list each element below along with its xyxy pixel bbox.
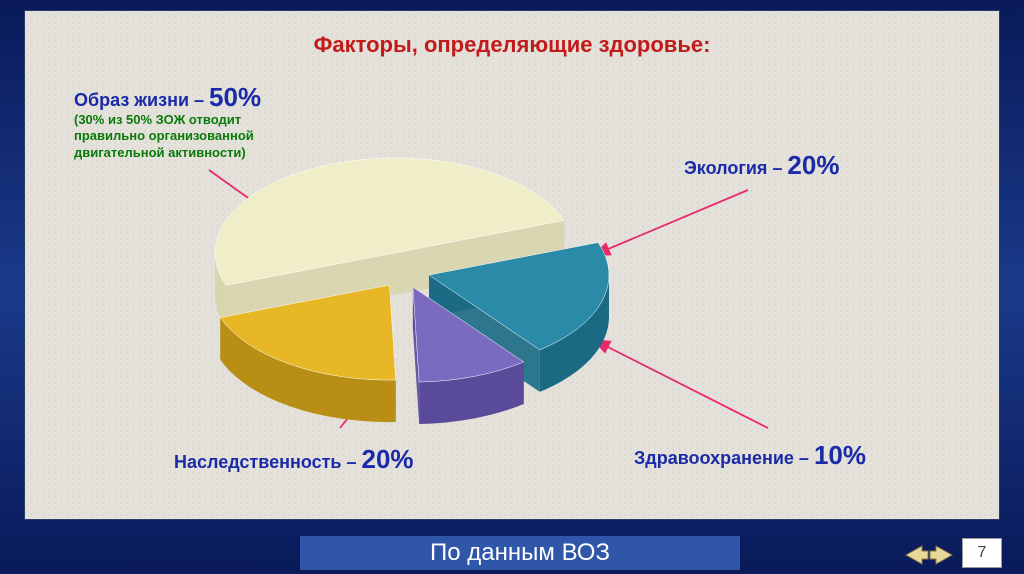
footer-source: По данным ВОЗ — [300, 536, 740, 570]
slide-canvas: Факторы, определяющие здоровье: Образ жи… — [24, 10, 1000, 520]
page-number: 7 — [962, 538, 1002, 568]
label-lifestyle: Образ жизни – 50% — [74, 82, 261, 113]
nav-arrows[interactable] — [904, 544, 954, 566]
pie-chart-3d — [114, 150, 654, 450]
slide-title: Факторы, определяющие здоровье: — [24, 32, 1000, 58]
label-ecology: Экология – 20% — [684, 150, 839, 181]
label-healthcare: Здравоохранение – 10% — [634, 440, 866, 471]
slide-outer-frame: Факторы, определяющие здоровье: Образ жи… — [0, 0, 1024, 574]
